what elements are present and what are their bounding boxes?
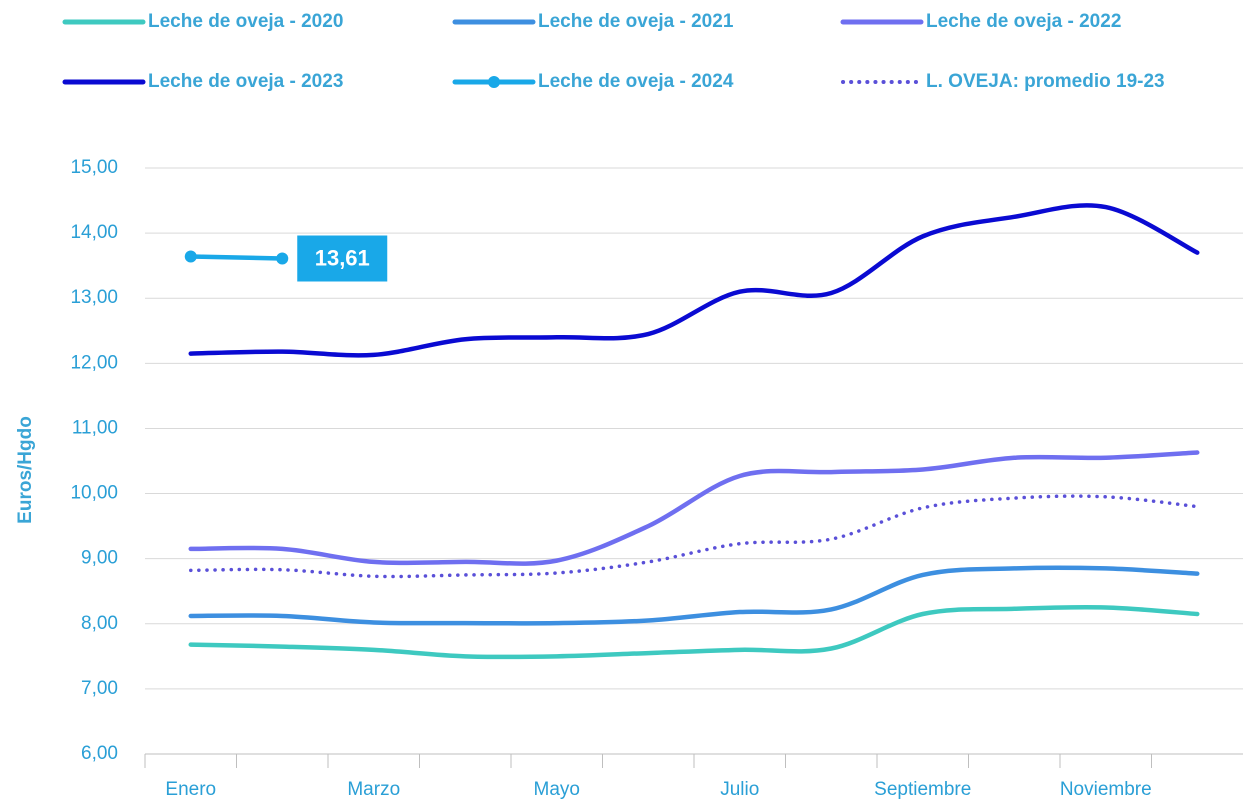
y-tick-label: 6,00 bbox=[81, 743, 118, 764]
data-label-box bbox=[297, 235, 388, 282]
y-axis-label: Euros/Hgdo bbox=[15, 416, 36, 524]
y-tick-label: 11,00 bbox=[72, 417, 118, 438]
data-label: 13,61 bbox=[315, 245, 370, 270]
y-tick-label: 7,00 bbox=[81, 678, 118, 699]
y-tick-label: 10,00 bbox=[70, 483, 118, 504]
legend-label: Leche de oveja - 2020 bbox=[148, 11, 343, 32]
line bbox=[188, 450, 1200, 566]
line bbox=[188, 604, 1200, 660]
x-tick-label: Marzo bbox=[347, 779, 400, 800]
x-tick-label: Noviembre bbox=[1060, 779, 1152, 800]
x-tick-label: Enero bbox=[165, 779, 216, 800]
legend-item: L. OVEJA: promedio 19-23 bbox=[841, 71, 1165, 92]
y-tick-label: 14,00 bbox=[70, 222, 118, 243]
y-tick-label: 8,00 bbox=[81, 613, 118, 634]
legend-label: Leche de oveja - 2021 bbox=[538, 11, 734, 32]
y-tick-label: 9,00 bbox=[81, 548, 118, 569]
legend-item: Leche de oveja - 2024 bbox=[452, 71, 734, 92]
legend-marker bbox=[488, 76, 500, 88]
line bbox=[188, 565, 1200, 626]
y-tick-label: 13,00 bbox=[70, 287, 118, 308]
legend-item: Leche de oveja - 2021 bbox=[452, 11, 734, 32]
legend-label: Leche de oveja - 2023 bbox=[148, 71, 343, 92]
x-tick-label: Julio bbox=[720, 779, 759, 800]
x-tick-label: Septiembre bbox=[874, 779, 971, 800]
line bbox=[189, 494, 1199, 579]
legend-item: Leche de oveja - 2022 bbox=[840, 11, 1121, 32]
legend-label: L. OVEJA: promedio 19-23 bbox=[926, 71, 1165, 92]
legend-label: Leche de oveja - 2024 bbox=[538, 71, 734, 92]
y-tick-label: 15,00 bbox=[70, 157, 118, 178]
legend-label: Leche de oveja - 2022 bbox=[926, 11, 1121, 32]
legend-item: Leche de oveja - 2020 bbox=[62, 11, 343, 32]
line bbox=[188, 254, 285, 261]
line bbox=[188, 203, 1200, 358]
x-tick-label: Mayo bbox=[534, 779, 580, 800]
marker bbox=[276, 252, 289, 265]
y-tick-label: 12,00 bbox=[70, 352, 118, 373]
legend-item: Leche de oveja - 2023 bbox=[62, 71, 343, 92]
marker bbox=[184, 250, 197, 263]
